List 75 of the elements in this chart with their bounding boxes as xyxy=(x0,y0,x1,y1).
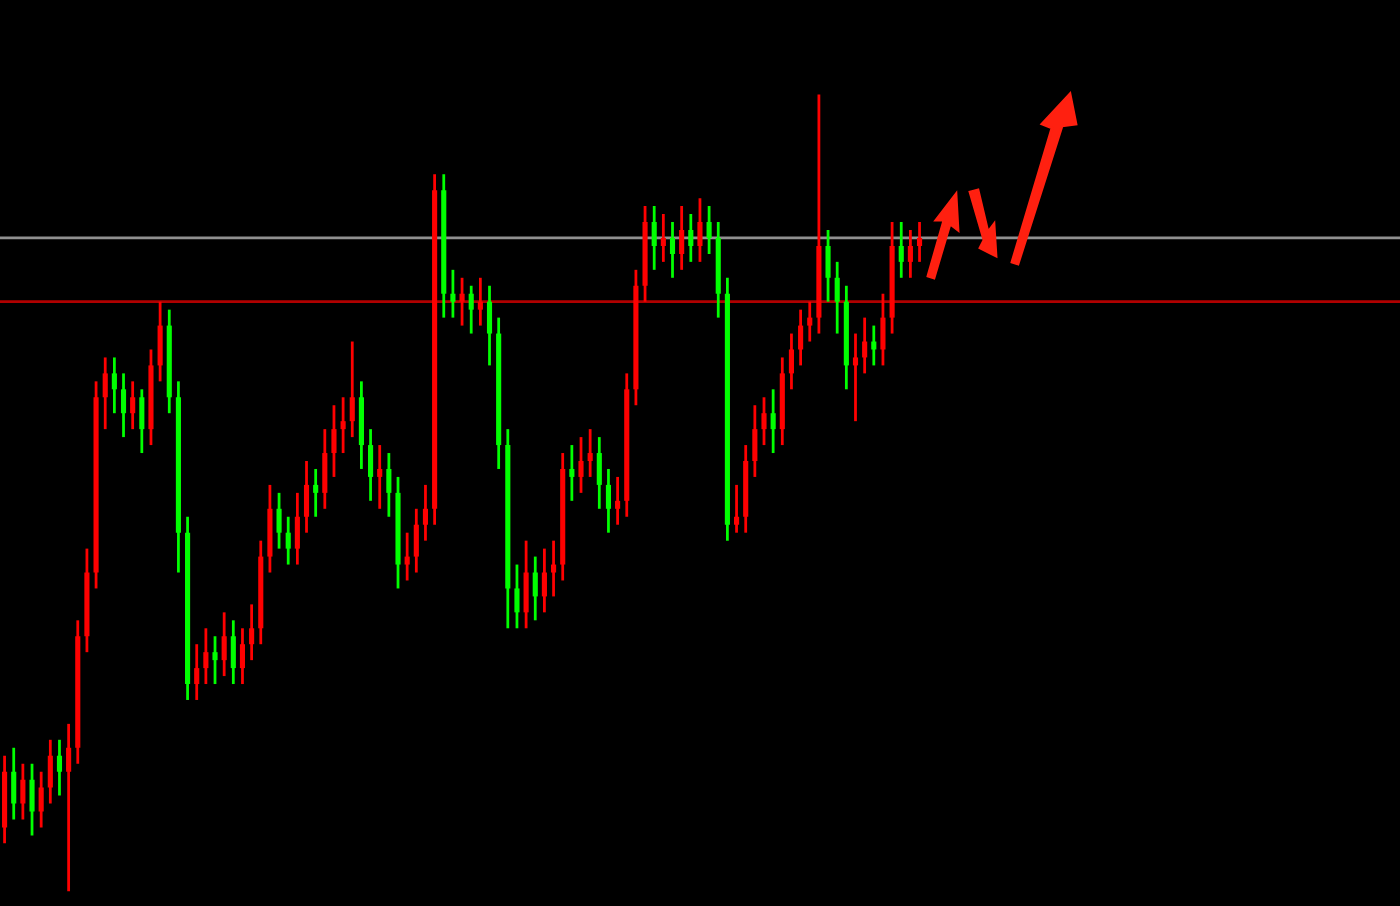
candlestick xyxy=(825,228,831,304)
candlestick xyxy=(267,483,273,574)
candlestick xyxy=(468,284,474,335)
candlestick xyxy=(679,204,685,272)
candlestick xyxy=(541,547,547,614)
candlestick xyxy=(761,395,767,447)
candlestick xyxy=(20,762,26,821)
candlestick xyxy=(130,379,136,431)
candlestick xyxy=(340,395,346,455)
candlestick xyxy=(615,475,621,527)
candlestick xyxy=(322,427,328,511)
candlestick xyxy=(212,634,218,686)
candlestick xyxy=(157,300,163,383)
candlestick xyxy=(880,292,886,367)
candlestick xyxy=(898,220,904,280)
candlestick xyxy=(221,610,227,678)
candlestick xyxy=(285,515,291,566)
candlestick xyxy=(907,228,913,280)
candlestick xyxy=(239,626,246,686)
candlestick xyxy=(669,220,676,280)
candlestick xyxy=(249,602,255,662)
candlestick xyxy=(11,746,17,821)
candlestick xyxy=(523,539,529,630)
candlestick xyxy=(349,340,355,439)
candlestick xyxy=(56,738,63,797)
candlestick xyxy=(313,467,319,519)
candlestick xyxy=(834,260,840,335)
candlestick xyxy=(587,427,593,479)
candlestick xyxy=(459,276,465,327)
candlestick xyxy=(514,563,520,630)
candlestick xyxy=(66,722,72,893)
candlestick xyxy=(358,379,364,471)
candlestick xyxy=(47,738,53,805)
candlestick xyxy=(422,483,429,543)
candlestick xyxy=(38,770,44,829)
candlestick xyxy=(120,371,127,439)
candlestick xyxy=(706,204,712,256)
candlestick xyxy=(139,387,145,455)
candlestick xyxy=(605,467,612,535)
candlestick xyxy=(733,483,740,535)
candlestick xyxy=(532,555,538,622)
candlestick xyxy=(660,212,666,264)
candlestick xyxy=(276,491,282,551)
candlestick xyxy=(377,443,383,511)
candlestick xyxy=(194,642,200,702)
candlestick xyxy=(651,204,657,272)
candlestick xyxy=(807,300,813,343)
candlestick xyxy=(697,196,703,264)
candlestick xyxy=(596,435,602,511)
candlestick xyxy=(29,762,35,837)
candlestick xyxy=(486,284,493,367)
candlestick xyxy=(230,618,236,686)
candlestick xyxy=(331,403,337,479)
candlestick xyxy=(203,626,209,686)
candlestick xyxy=(688,212,694,264)
candlestick xyxy=(386,451,392,519)
candlestick xyxy=(788,332,795,391)
candlestick xyxy=(862,316,868,375)
candlestick xyxy=(450,268,456,320)
candlestick xyxy=(368,427,374,503)
candlestick xyxy=(551,539,557,598)
candlestick xyxy=(916,220,923,264)
candlestick xyxy=(578,435,584,495)
candlestick xyxy=(569,443,575,503)
candlestick xyxy=(798,308,804,367)
candlestick xyxy=(102,356,108,431)
candlestick xyxy=(477,276,483,327)
candlestick xyxy=(303,459,310,535)
candlestick xyxy=(852,332,859,423)
candlestick xyxy=(752,403,758,479)
candlestick xyxy=(294,491,300,566)
candlestick xyxy=(770,387,776,455)
candlestick xyxy=(404,531,410,582)
candlestick xyxy=(413,507,419,574)
candlestick xyxy=(111,356,117,415)
